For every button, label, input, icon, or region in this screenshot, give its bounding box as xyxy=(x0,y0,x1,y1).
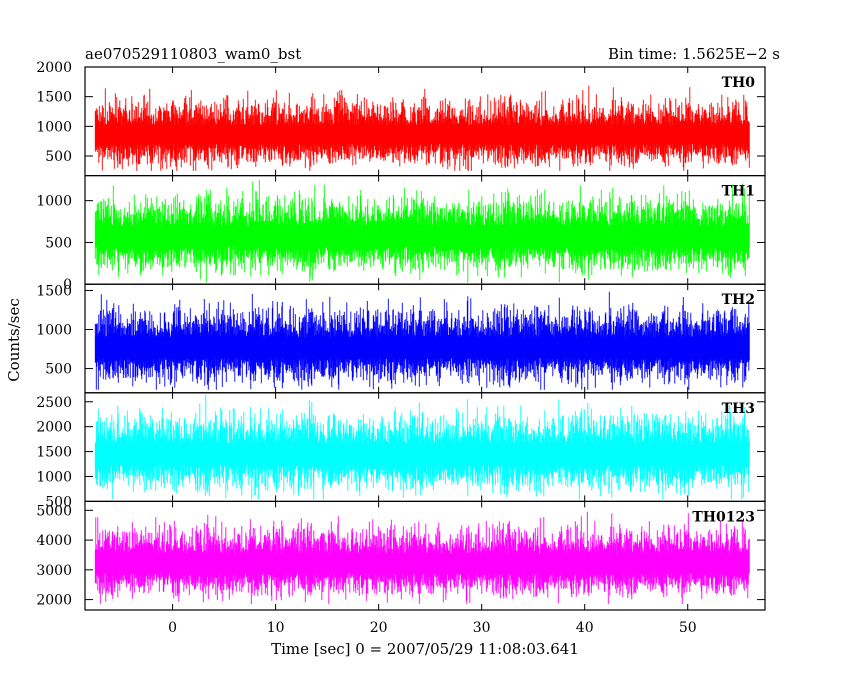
panel-label: TH1 xyxy=(722,184,755,200)
y-axis-label: Counts/sec xyxy=(5,298,23,382)
y-tick-label: 1000 xyxy=(36,194,72,210)
y-tick-label: 1500 xyxy=(36,445,72,461)
x-tick-label: 50 xyxy=(679,620,697,636)
series-th0123 xyxy=(94,511,750,604)
x-axis-label: Time [sec] 0 = 2007/05/29 11:08:03.641 xyxy=(271,640,579,658)
series-th2 xyxy=(94,291,750,390)
y-tick-label: 500 xyxy=(45,362,72,378)
y-tick-label: 2000 xyxy=(36,420,72,436)
bin-time-label: Bin time: 1.5625E−2 s xyxy=(608,45,780,63)
panel-th0123: 2000 3000 4000 5000 TH0123 xyxy=(36,500,766,611)
panel-frame xyxy=(84,500,766,611)
x-tick-label: 10 xyxy=(267,620,285,636)
y-tick-label: 1000 xyxy=(36,469,72,485)
panels-group: 500100015002000TH005001000TH150010001500… xyxy=(36,60,766,636)
y-tick-label: 1000 xyxy=(36,119,72,135)
series-th0 xyxy=(94,85,750,171)
panel-th1: 0 500 1000 TH1 xyxy=(36,175,766,293)
series-th1 xyxy=(94,179,750,283)
panel-label: TH2 xyxy=(722,292,755,308)
panel-th0: 500 1000 1500 2000 TH0 xyxy=(36,60,766,177)
y-tick-label: 500 xyxy=(45,235,72,251)
y-tick-label: 2000 xyxy=(36,593,72,609)
x-tick-label: 40 xyxy=(576,620,594,636)
x-tick-label: 0 xyxy=(168,620,177,636)
y-tick-label: 500 xyxy=(45,494,72,510)
x-tick-label: 30 xyxy=(473,620,491,636)
y-tick-label: 1500 xyxy=(36,283,72,299)
y-tick-label: 3000 xyxy=(36,563,72,579)
panel-label: TH0 xyxy=(722,75,756,91)
series-th3 xyxy=(94,394,750,500)
y-tick-label: 2000 xyxy=(36,60,72,76)
panel-label: TH0123 xyxy=(692,509,755,525)
y-tick-label: 1000 xyxy=(36,323,72,339)
panel-th2: 500 1000 1500 TH2 xyxy=(36,283,766,394)
y-tick-label: 0 xyxy=(63,277,72,293)
y-tick-label: 4000 xyxy=(36,533,72,549)
x-tick-label: 20 xyxy=(370,620,388,636)
y-tick-label: 2500 xyxy=(36,395,72,411)
y-tick-label: 500 xyxy=(45,149,72,165)
y-tick-label: 5000 xyxy=(36,503,72,519)
y-tick-label: 1500 xyxy=(36,90,72,106)
chart-title: ae070529110803_wam0_bst xyxy=(85,45,301,63)
panel-label: TH3 xyxy=(722,401,755,417)
panel-th3: 500 1000 1500 2000 2500 TH3 xyxy=(36,392,766,510)
